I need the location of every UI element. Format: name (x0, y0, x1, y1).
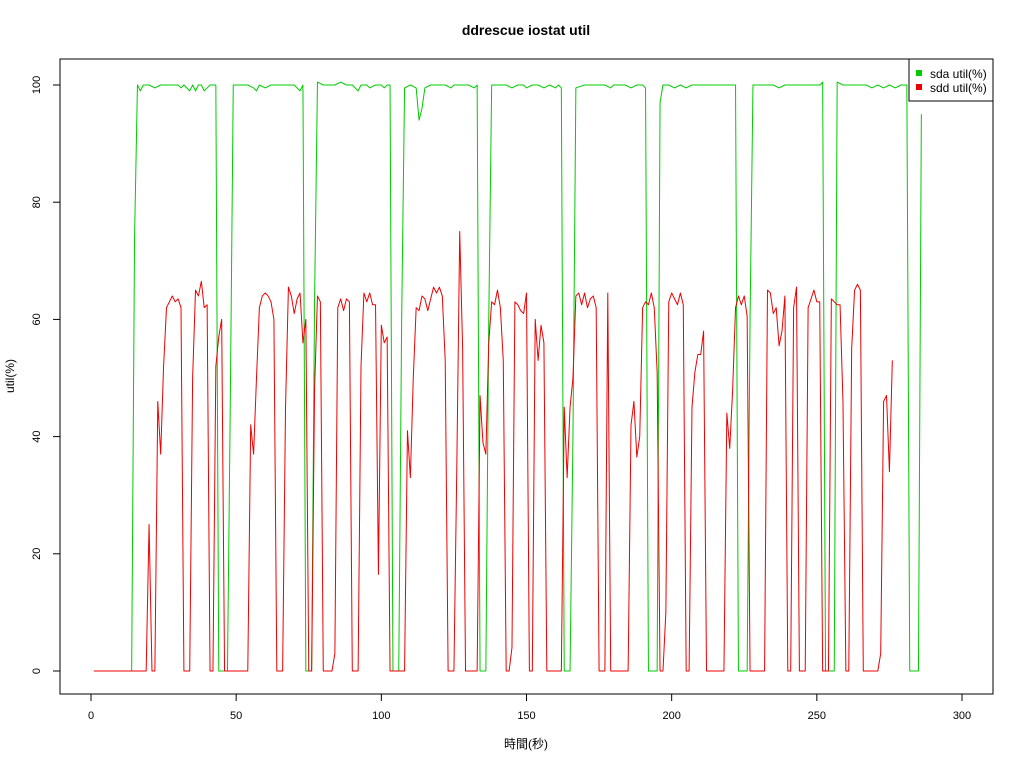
chart-title: ddrescue iostat util (462, 22, 590, 38)
series-line-sdd (93, 231, 893, 672)
x-tick-label: 50 (230, 710, 242, 722)
legend: sda util(%) sdd util(%) (908, 58, 994, 102)
x-tick-label: 300 (953, 710, 971, 722)
series-line-sda (93, 81, 922, 672)
x-tick-label: 250 (808, 710, 826, 722)
legend-swatch-sda (916, 70, 922, 76)
y-tick-label: 100 (31, 76, 43, 94)
y-axis-label: util(%) (3, 359, 17, 393)
x-tick-label: 200 (662, 710, 680, 722)
y-tick-label: 20 (31, 548, 43, 560)
y-axis: 0 20 40 60 80 100 (31, 76, 61, 674)
y-tick-label: 60 (31, 313, 43, 325)
y-tick-label: 80 (31, 196, 43, 208)
y-tick-label: 0 (31, 668, 43, 674)
plot-frame (59, 58, 994, 695)
legend-box (908, 58, 994, 102)
x-axis-label: 時間(秒) (504, 737, 548, 751)
legend-swatch-sdd (916, 84, 922, 90)
x-tick-label: 150 (517, 710, 535, 722)
legend-label-sdd: sdd util(%) (930, 81, 987, 95)
x-tick-label: 100 (372, 710, 390, 722)
x-axis: 0 50 100 150 200 250 300 (88, 693, 971, 722)
x-tick-label: 0 (88, 710, 94, 722)
y-tick-label: 40 (31, 430, 43, 442)
series-group (93, 81, 922, 672)
legend-label-sda: sda util(%) (930, 67, 987, 81)
